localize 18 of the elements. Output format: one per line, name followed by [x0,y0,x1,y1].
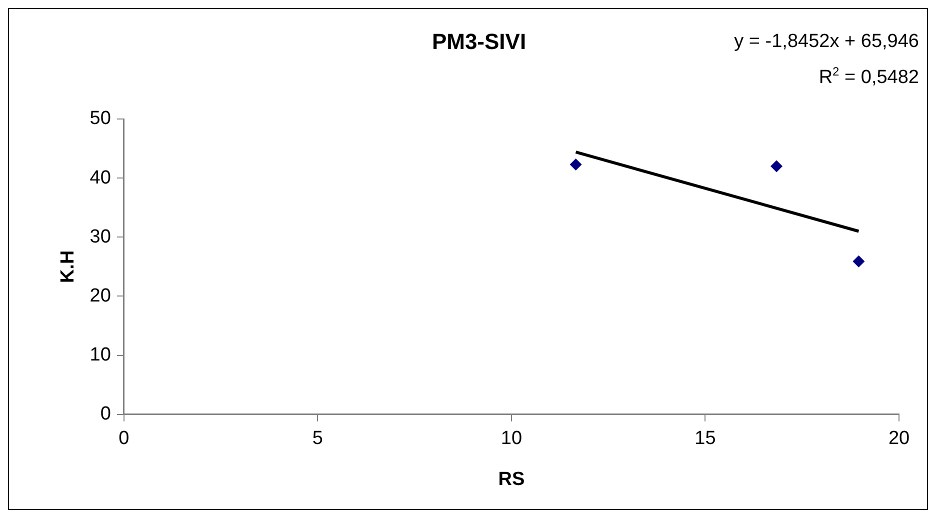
text: y = -1,8452x + 65,946 [734,31,920,52]
x-axis-title: RS [498,468,525,490]
y-tick-label: 40 [90,167,111,188]
x-tick-label: 5 [312,428,323,450]
x-tick-label: 20 [888,428,910,450]
chart-title: PM3-SIVI [432,29,526,54]
point [570,158,582,170]
y-axis-title: K.H [58,250,79,284]
y-tick-label: 20 [90,285,111,306]
y-tick-label: 50 [90,108,111,130]
x-tick-label: 10 [500,428,522,450]
y-tick-label: 30 [90,226,111,248]
x-tick-label: 15 [694,428,716,450]
x-tick-label: 0 [118,428,130,450]
y-tick-label: 0 [100,404,111,425]
y-tick-label: 10 [90,344,111,366]
point [770,160,783,172]
point [852,255,865,268]
